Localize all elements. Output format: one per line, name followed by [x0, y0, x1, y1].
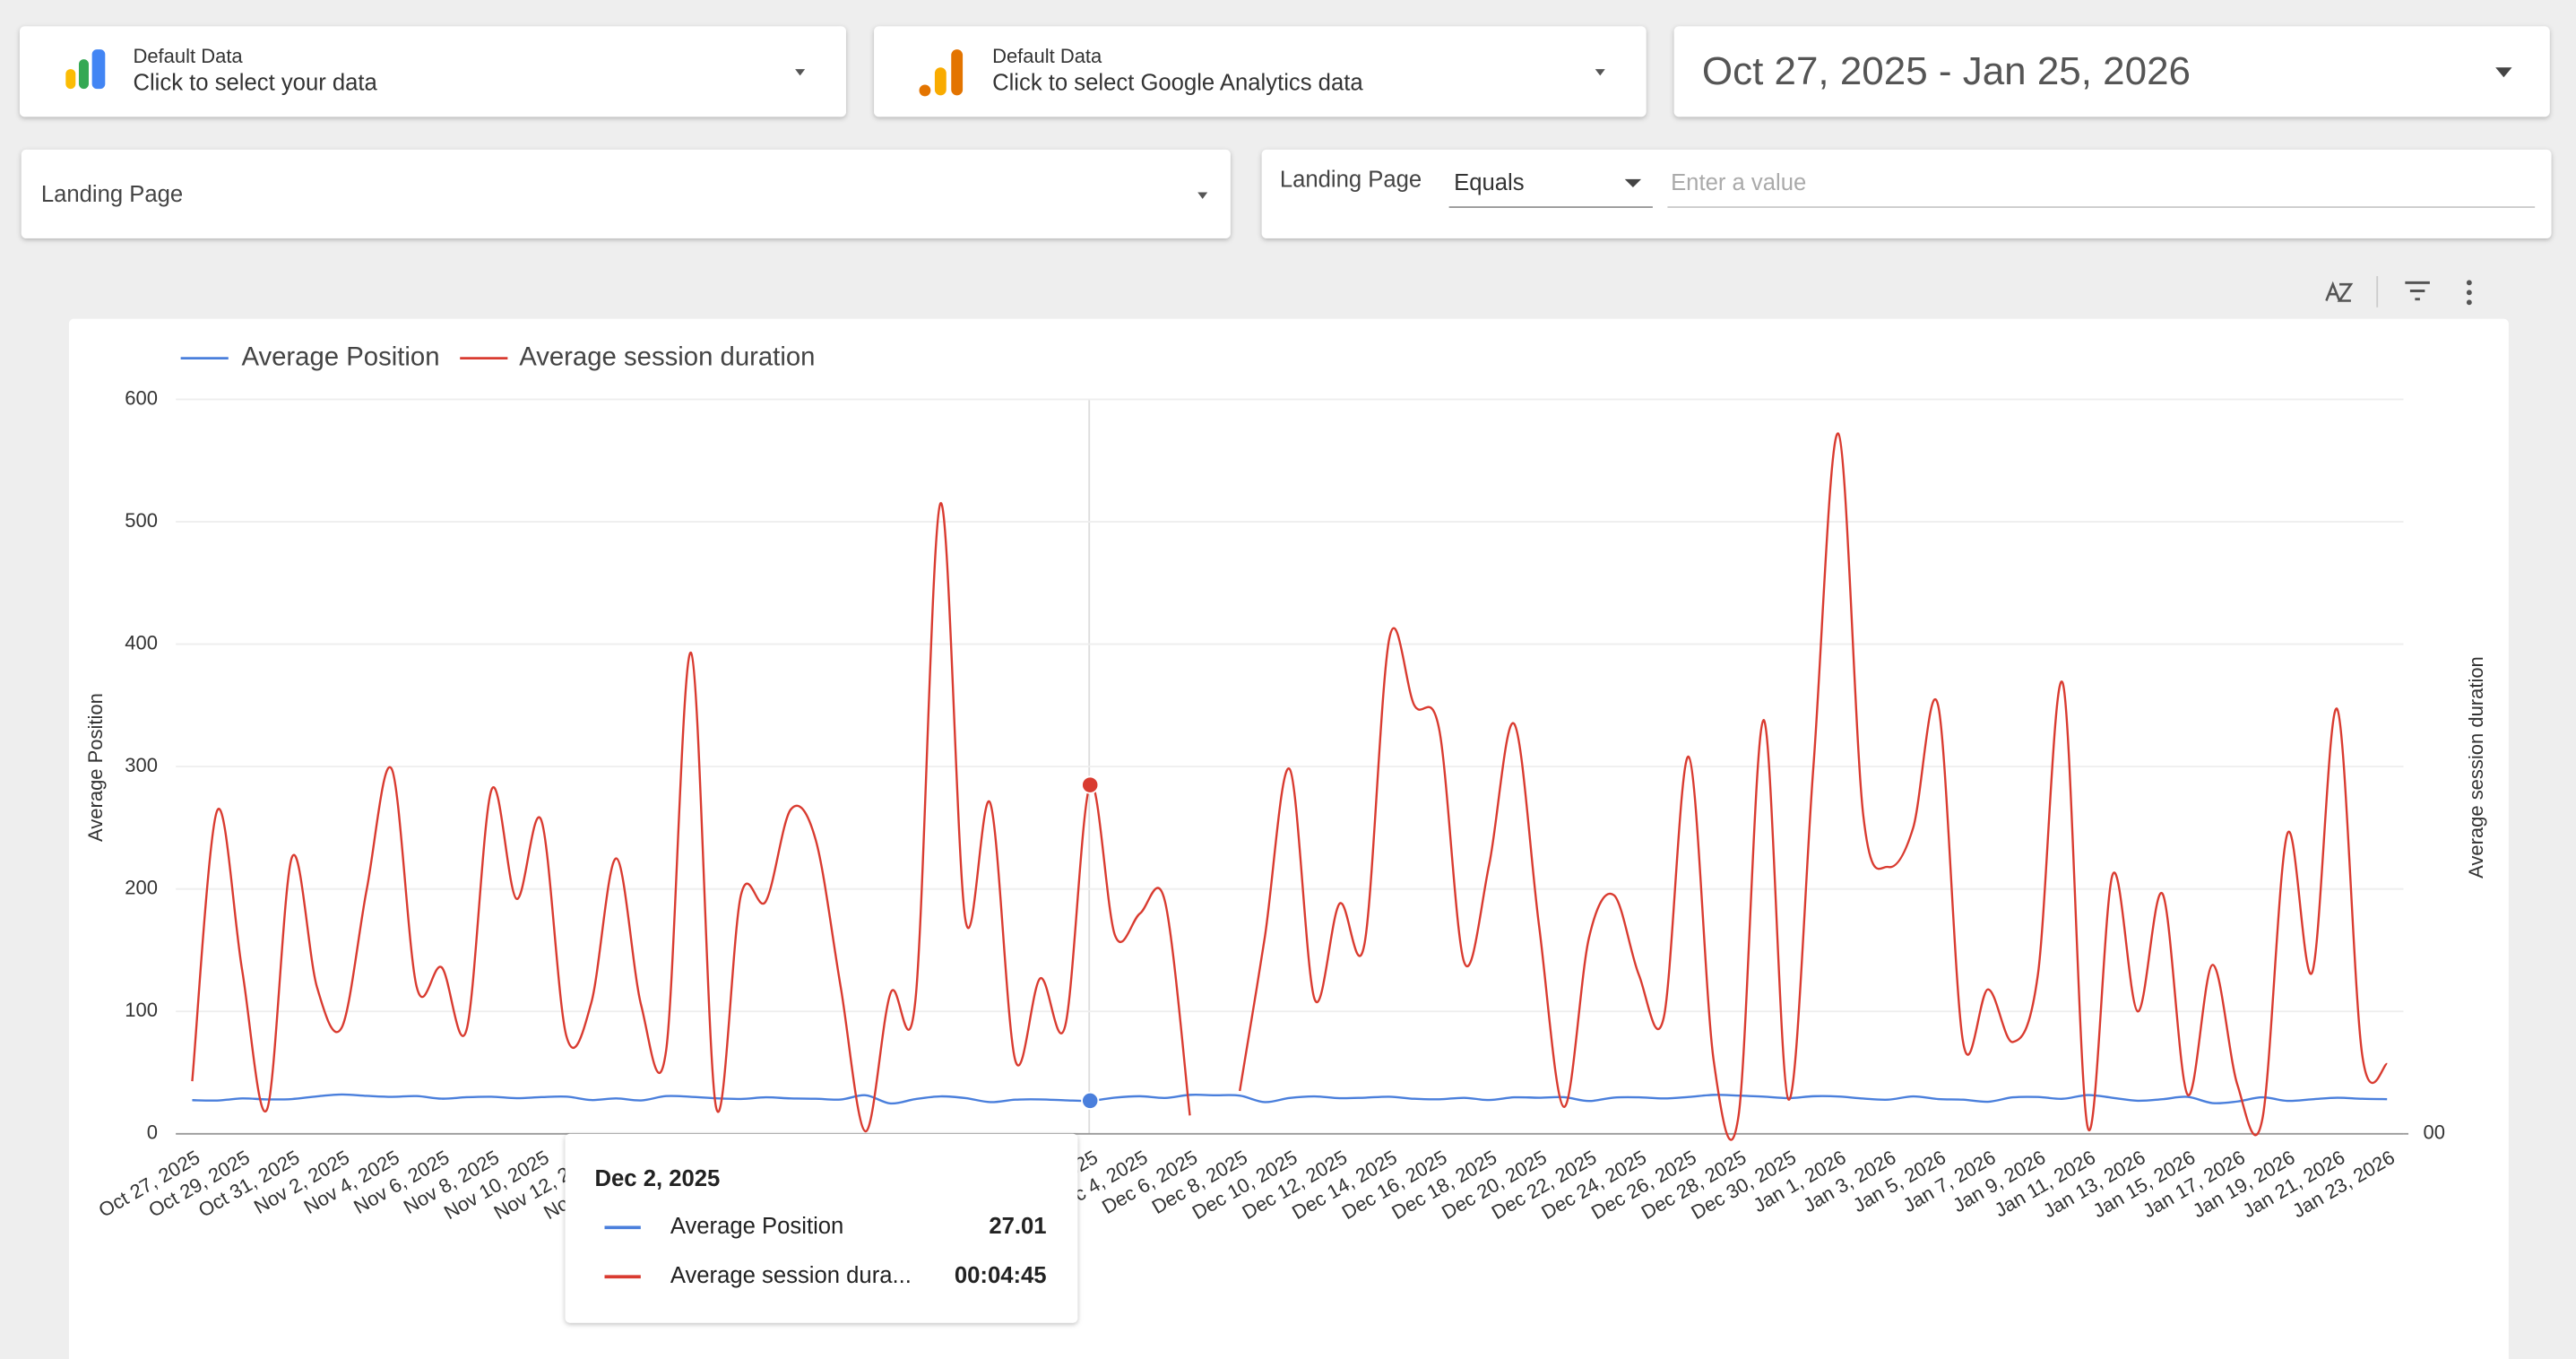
date-range-picker[interactable]: Oct 27, 2025 - Jan 25, 2026: [1673, 26, 2550, 117]
icon: [78, 59, 89, 90]
y-tick-label: 0: [147, 1121, 158, 1144]
card: [1673, 26, 2550, 117]
tooltip-value: 27.01: [989, 1214, 1046, 1239]
label: Landing Page: [1280, 167, 1422, 192]
y-tick-label: 600: [125, 386, 158, 409]
dropdown-arrow: [1197, 192, 1208, 199]
placeholder: Enter a value: [1671, 170, 1806, 195]
dropdown-arrow: [795, 69, 806, 76]
value-input[interactable]: Enter a value: [1667, 170, 2536, 208]
icon: [919, 84, 931, 97]
dropdown-arrow: [1624, 178, 1642, 188]
label: Default Data: [133, 45, 243, 67]
dimension-filter[interactable]: Landing Page: [21, 149, 1231, 238]
y2-axis-title: Average session duration: [2465, 656, 2487, 879]
tooltip: Dec 2, 2025 Average Position 27.01 Avera…: [565, 1133, 1078, 1323]
tooltip-name: Average Position: [670, 1214, 843, 1239]
card: [21, 149, 1231, 238]
series-line: [191, 432, 2389, 1141]
card: [19, 26, 846, 117]
series-line: [192, 1093, 2388, 1105]
legend-label: Average session duration: [519, 342, 815, 371]
card: [1261, 149, 2552, 238]
y-tick-label: 400: [125, 631, 158, 654]
date-range: Oct 27, 2025 - Jan 25, 2026: [1702, 49, 2191, 93]
y-tick-label: 300: [125, 754, 158, 776]
filter-button[interactable]: [2405, 281, 2430, 301]
label: Landing Page: [41, 182, 183, 207]
y-tick-label: 200: [125, 877, 158, 899]
icon: [2405, 281, 2430, 301]
hover-point: [1081, 775, 1100, 794]
dropdown-arrow: [2495, 67, 2512, 78]
hover-point: [1081, 1091, 1100, 1110]
icon: [91, 49, 106, 90]
icon: [2466, 280, 2472, 286]
icon: [65, 69, 76, 90]
tooltip-name: Average session dura...: [670, 1263, 912, 1288]
icon: [2466, 290, 2472, 296]
tooltip-value: 00:04:45: [955, 1263, 1047, 1288]
data-source-picker[interactable]: Default Data Click to select your data: [19, 26, 846, 117]
operator-select[interactable]: Equals: [1448, 170, 1653, 208]
y-axis-title: Average Position: [84, 693, 107, 842]
y-tick-label: 100: [125, 999, 158, 1021]
tooltip-date: Dec 2, 2025: [595, 1166, 721, 1191]
operator: Equals: [1454, 170, 1524, 195]
value-filter: Landing Page Equals Enter a value: [1261, 149, 2552, 238]
y-tick-label: 500: [125, 509, 158, 532]
value: Click to select your data: [133, 70, 377, 95]
value: Click to select Google Analytics data: [992, 70, 1363, 95]
tooltip-box: [565, 1133, 1078, 1323]
sort-button[interactable]: [2325, 281, 2354, 302]
legend-label: Average Position: [241, 342, 439, 371]
dropdown-arrow: [1595, 69, 1605, 76]
icon: [2466, 299, 2472, 306]
card: [874, 26, 1647, 117]
icon: [2325, 281, 2354, 302]
ga-source-picker[interactable]: Default Data Click to select Google Anal…: [874, 26, 1647, 117]
icon: [951, 49, 964, 96]
label: Default Data: [992, 45, 1102, 67]
more-button[interactable]: [2466, 280, 2472, 306]
y2-tick-label: 00: [2424, 1121, 2445, 1144]
icon: [934, 67, 947, 96]
